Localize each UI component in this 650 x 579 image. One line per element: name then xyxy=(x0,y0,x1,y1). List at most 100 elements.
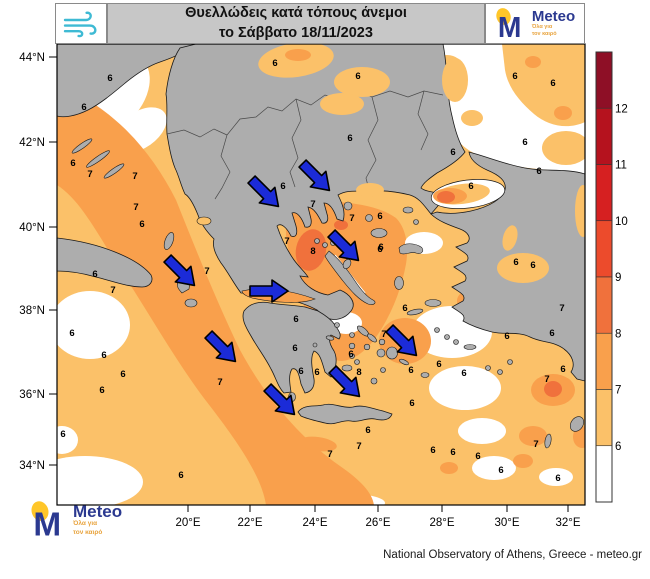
colorbar-segment xyxy=(595,51,613,109)
wind-direction-arrow xyxy=(385,324,418,357)
longitude-label: 22°E xyxy=(237,517,262,529)
country-borders xyxy=(166,90,444,200)
italy-puglia xyxy=(57,237,153,288)
wind-force-label: 6 xyxy=(409,398,414,409)
island-santorini xyxy=(370,377,378,385)
meteo-tagline-1: Όλα για xyxy=(531,24,553,31)
island-astypalaia xyxy=(420,372,430,378)
island xyxy=(86,150,110,168)
colorbar-label: 12 xyxy=(615,103,628,115)
wind-force-label: 6 xyxy=(550,78,555,89)
wind-force-label: 6 xyxy=(504,331,509,342)
island xyxy=(413,219,419,225)
wind-force-label: 6 xyxy=(178,470,183,481)
island xyxy=(354,359,360,365)
wind-force-label: 7 xyxy=(310,199,315,210)
wind-force-label: 7 xyxy=(544,374,549,385)
longitude-label: 24°E xyxy=(302,517,327,529)
wind-force-label: 6 xyxy=(536,166,541,177)
croatia-coast xyxy=(57,44,197,118)
wind-force-label: 6 xyxy=(436,359,441,370)
island xyxy=(453,339,459,345)
wind-direction-arrow xyxy=(204,330,237,363)
island-samothrace xyxy=(365,214,373,222)
longitude-label: 30°E xyxy=(494,517,519,529)
island xyxy=(348,342,356,350)
wind-force-label: 6 xyxy=(378,242,383,253)
wind-force-label: 7 xyxy=(284,236,289,247)
island xyxy=(434,327,440,333)
wind-force-label: 6 xyxy=(298,366,303,377)
wind-force-label: 7 xyxy=(87,169,92,180)
wind-force-label: 6 xyxy=(355,71,360,82)
wind-icon xyxy=(63,11,97,37)
wind-force-label: 6 xyxy=(280,181,285,192)
meteo-logo-icon: M xyxy=(496,7,521,40)
wind-force-label: 8 xyxy=(310,246,315,257)
island-hydra xyxy=(325,335,335,341)
meteo-logo: M Meteo Όλα για τον καιρό xyxy=(495,7,575,40)
island-rhodes xyxy=(569,416,585,432)
wind-force-label: 6 xyxy=(560,364,565,375)
longitude-label: 26°E xyxy=(365,517,390,529)
wind-force-label: 8 xyxy=(356,367,361,378)
meteo-wordmark: Meteo Όλα για τον καιρό xyxy=(73,503,122,536)
meteo-tagline-1: Όλα για xyxy=(73,520,98,528)
wind-force-label: 6 xyxy=(139,219,144,230)
longitude-label: 20°E xyxy=(175,517,200,529)
title-line-1: Θυελλώδεις κατά τόπους άνεμοι xyxy=(185,5,407,22)
wind-force-label: 7 xyxy=(533,439,538,450)
island-milos xyxy=(341,364,353,372)
island xyxy=(444,334,450,340)
wind-force-label: 6 xyxy=(408,365,413,376)
island-tinos xyxy=(367,333,377,343)
wind-force-label: 6 xyxy=(348,349,353,360)
wind-force-label: 7 xyxy=(133,202,138,213)
colorbar-segment xyxy=(595,220,613,278)
wind-force-label: 6 xyxy=(347,133,352,144)
latitude-label: 44°N xyxy=(19,52,45,64)
island-skyros xyxy=(342,259,352,269)
island xyxy=(507,359,513,365)
wind-force-label: 6 xyxy=(69,328,74,339)
wind-direction-arrow xyxy=(327,229,360,262)
colorbar-label: 11 xyxy=(615,160,627,172)
wind-force-label: 6 xyxy=(92,269,97,280)
wind-force-label: 6 xyxy=(101,350,106,361)
island-zakynthos xyxy=(184,298,198,308)
colorbar-label: 9 xyxy=(615,272,621,284)
wind-force-label: 7 xyxy=(349,213,354,224)
island xyxy=(322,242,328,248)
island xyxy=(363,343,371,351)
wind-direction-arrow xyxy=(263,383,296,416)
wind-force-label: 6 xyxy=(530,260,535,271)
wind-force-label: 7 xyxy=(559,303,564,314)
map-axes: 44°N 42°N 40°N 38°N 36°N 34°N 20°E 22°E 24°E 26°E… xyxy=(19,52,581,529)
meteo-logo: M Meteo Όλα για τον καιρό xyxy=(30,501,122,539)
meteo-tagline-2: τον καιρό xyxy=(531,31,557,37)
wind-force-label: 6 xyxy=(475,451,480,462)
island-kos xyxy=(463,344,477,350)
island-lesbos xyxy=(398,243,424,255)
latitude-label: 42°N xyxy=(19,137,45,149)
colorbar-segment xyxy=(595,276,613,334)
wind-force-label: 6 xyxy=(402,303,407,314)
ionian-wind-band xyxy=(57,85,374,505)
island-samos xyxy=(424,299,442,307)
wind-patches-over-land xyxy=(258,44,585,283)
wind-force-label: 6 xyxy=(99,385,104,396)
wind-force-label: 7 xyxy=(356,441,361,452)
wind-direction-arrow xyxy=(298,159,331,192)
island xyxy=(399,358,409,366)
wind-force-label: 6 xyxy=(522,137,527,148)
colorbar-segment xyxy=(595,107,613,165)
island-euboea xyxy=(324,250,376,305)
island-thasos xyxy=(343,201,353,211)
wind-force-label: 7 xyxy=(204,266,209,277)
island xyxy=(349,353,355,359)
island xyxy=(349,332,355,338)
wind-force-label: 7 xyxy=(217,377,222,388)
wind-force-label: 6 xyxy=(430,445,435,456)
